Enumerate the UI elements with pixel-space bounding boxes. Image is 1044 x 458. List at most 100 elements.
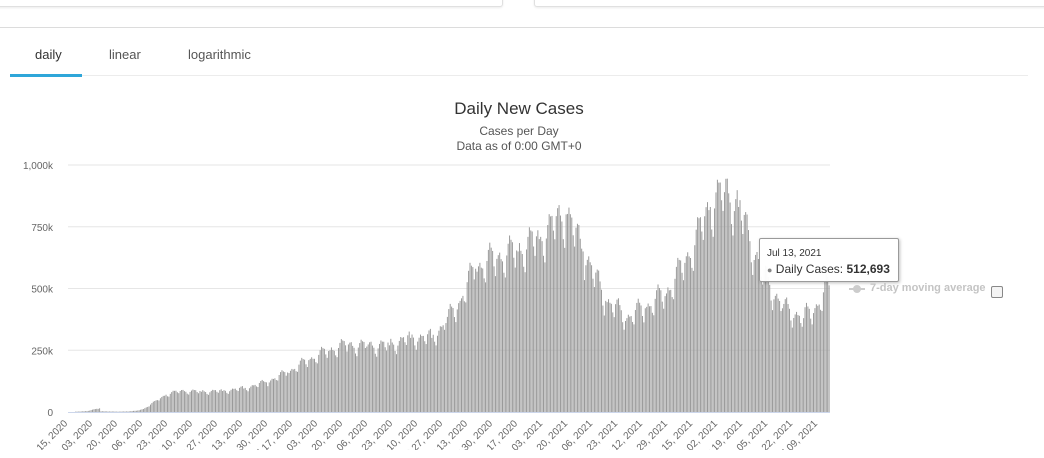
- bar[interactable]: [130, 411, 131, 412]
- bar[interactable]: [619, 305, 620, 412]
- bar[interactable]: [150, 405, 151, 412]
- bar[interactable]: [86, 411, 87, 412]
- bar[interactable]: [396, 354, 397, 412]
- bar[interactable]: [106, 411, 107, 412]
- bar[interactable]: [710, 207, 711, 412]
- bar[interactable]: [228, 394, 229, 412]
- bar[interactable]: [433, 335, 434, 412]
- bar[interactable]: [191, 391, 192, 412]
- bar[interactable]: [535, 256, 536, 412]
- bar[interactable]: [297, 372, 298, 412]
- bar[interactable]: [280, 372, 281, 412]
- bar[interactable]: [587, 260, 588, 412]
- bar[interactable]: [465, 302, 466, 412]
- bar[interactable]: [356, 356, 357, 412]
- bar[interactable]: [235, 389, 236, 412]
- bar[interactable]: [434, 342, 435, 412]
- bar[interactable]: [542, 241, 543, 412]
- bar[interactable]: [803, 318, 804, 412]
- bar[interactable]: [293, 369, 294, 412]
- bar[interactable]: [584, 280, 585, 412]
- bar[interactable]: [185, 392, 186, 412]
- bar[interactable]: [348, 344, 349, 412]
- bar[interactable]: [101, 411, 102, 412]
- bar[interactable]: [427, 334, 428, 412]
- bar[interactable]: [536, 236, 537, 412]
- bar[interactable]: [307, 367, 308, 412]
- bar[interactable]: [375, 354, 376, 412]
- bar[interactable]: [704, 216, 705, 412]
- bar[interactable]: [420, 335, 421, 412]
- bar[interactable]: [766, 266, 767, 412]
- bar[interactable]: [792, 328, 793, 412]
- bar[interactable]: [389, 345, 390, 412]
- bar[interactable]: [322, 348, 323, 412]
- bar[interactable]: [715, 192, 716, 412]
- bar[interactable]: [143, 409, 144, 412]
- bar[interactable]: [585, 265, 586, 412]
- bar[interactable]: [646, 307, 647, 412]
- bar[interactable]: [168, 397, 169, 412]
- bar[interactable]: [557, 208, 558, 412]
- bar[interactable]: [523, 267, 524, 412]
- bar[interactable]: [351, 342, 352, 412]
- bar[interactable]: [602, 306, 603, 412]
- bar[interactable]: [477, 272, 478, 412]
- bar[interactable]: [229, 391, 230, 412]
- bar[interactable]: [440, 326, 441, 412]
- bar[interactable]: [443, 325, 444, 412]
- bar[interactable]: [526, 249, 527, 412]
- bar[interactable]: [723, 211, 724, 412]
- bar[interactable]: [687, 252, 688, 412]
- bar[interactable]: [604, 316, 605, 412]
- bar[interactable]: [588, 256, 589, 412]
- bar[interactable]: [611, 304, 612, 412]
- bar[interactable]: [609, 303, 610, 412]
- bar[interactable]: [706, 207, 707, 412]
- bar[interactable]: [447, 317, 448, 412]
- bar[interactable]: [209, 392, 210, 412]
- bar[interactable]: [294, 369, 295, 412]
- bar[interactable]: [576, 228, 577, 412]
- bar[interactable]: [513, 258, 514, 412]
- bar[interactable]: [392, 342, 393, 412]
- bar[interactable]: [502, 261, 503, 412]
- bar[interactable]: [110, 411, 111, 412]
- bar[interactable]: [772, 310, 773, 412]
- bar[interactable]: [639, 303, 640, 412]
- bar[interactable]: [511, 240, 512, 412]
- bar[interactable]: [301, 358, 302, 412]
- bar[interactable]: [759, 269, 760, 412]
- bar[interactable]: [691, 268, 692, 412]
- bar[interactable]: [457, 309, 458, 412]
- bar[interactable]: [708, 210, 709, 412]
- bar[interactable]: [725, 179, 726, 412]
- bar[interactable]: [595, 273, 596, 412]
- bar[interactable]: [540, 237, 541, 412]
- bar[interactable]: [776, 294, 777, 412]
- bar[interactable]: [571, 218, 572, 412]
- bar[interactable]: [635, 310, 636, 412]
- bar[interactable]: [467, 282, 468, 412]
- bar[interactable]: [341, 339, 342, 412]
- bar[interactable]: [527, 237, 528, 412]
- bar[interactable]: [509, 235, 510, 412]
- bar[interactable]: [198, 393, 199, 412]
- bar[interactable]: [744, 215, 745, 412]
- bar[interactable]: [574, 247, 575, 412]
- bar[interactable]: [215, 390, 216, 412]
- bar[interactable]: [608, 299, 609, 412]
- bar[interactable]: [800, 323, 801, 412]
- bar[interactable]: [756, 252, 757, 412]
- bar[interactable]: [89, 411, 90, 412]
- bar[interactable]: [462, 296, 463, 412]
- bar[interactable]: [751, 262, 752, 412]
- bar[interactable]: [400, 337, 401, 412]
- bar[interactable]: [170, 394, 171, 412]
- bar[interactable]: [113, 412, 114, 413]
- bar[interactable]: [563, 239, 564, 412]
- bar[interactable]: [330, 350, 331, 412]
- bar[interactable]: [737, 190, 738, 412]
- bar[interactable]: [438, 331, 439, 412]
- bar[interactable]: [552, 216, 553, 412]
